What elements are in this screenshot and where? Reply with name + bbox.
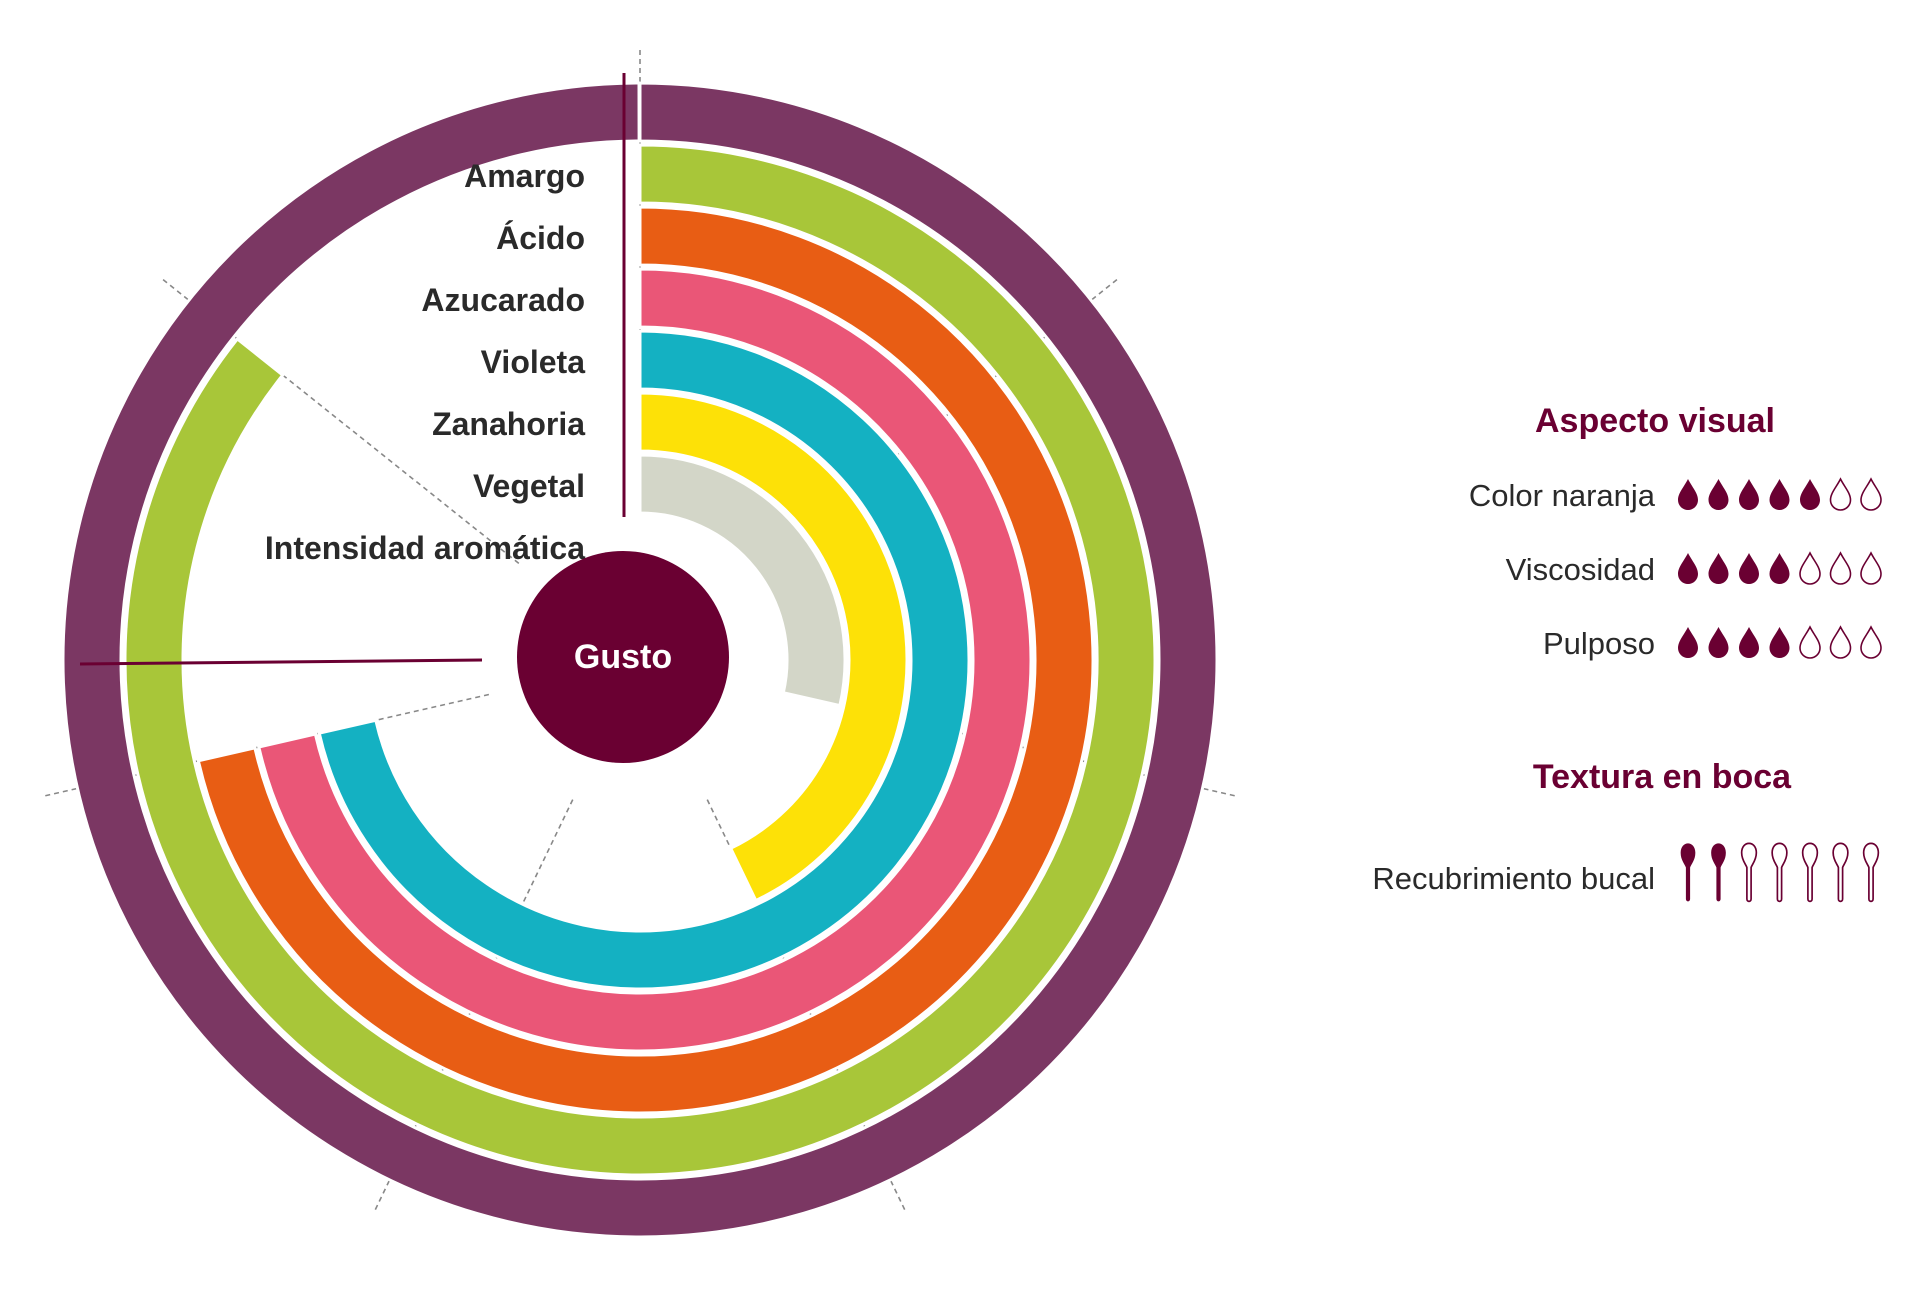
drop-icon-filled bbox=[1678, 553, 1698, 584]
label-amargo: Amargo bbox=[464, 158, 585, 194]
spoon-icon-filled bbox=[1680, 843, 1696, 902]
arc-amargo bbox=[638, 453, 847, 708]
drop-icon-empty bbox=[1799, 551, 1821, 585]
drop-icon-empty bbox=[1860, 477, 1882, 511]
spoon-icon-empty bbox=[1740, 842, 1758, 903]
drop-icon-filled bbox=[1739, 479, 1759, 510]
center-circle bbox=[517, 551, 729, 763]
drop-icon-filled bbox=[1708, 627, 1729, 658]
label-azucarado: Azucarado bbox=[421, 282, 585, 318]
label-violeta: Violeta bbox=[481, 344, 586, 380]
row-label: Color naranja bbox=[1469, 478, 1656, 513]
row-color-naranja: Color naranja bbox=[1469, 477, 1882, 513]
row-label: Pulposo bbox=[1543, 626, 1655, 661]
label-zanahoria: Zanahoria bbox=[432, 406, 585, 442]
aspecto-visual-rows: Color naranja Viscosidad Pulposo bbox=[1469, 477, 1882, 661]
row-viscosidad: Viscosidad bbox=[1506, 551, 1882, 587]
aspecto-visual-title: Aspecto visual bbox=[1535, 402, 1775, 440]
arc-azucarado bbox=[317, 329, 971, 991]
drop-icon-empty bbox=[1860, 625, 1882, 659]
drop-icon-empty bbox=[1799, 625, 1821, 659]
flavor-labels: Intensidad aromática Vegetal Zanahoria Viol… bbox=[265, 158, 585, 566]
arc-zanahoria bbox=[196, 205, 1095, 1115]
spoon-icon-empty bbox=[1862, 842, 1880, 903]
spoon-icon-empty bbox=[1832, 842, 1849, 903]
drop-icon-filled bbox=[1739, 553, 1759, 584]
label-vegetal: Vegetal bbox=[473, 468, 585, 504]
drop-icon-filled bbox=[1800, 479, 1820, 510]
textura-en-boca-title: Textura en boca bbox=[1533, 758, 1792, 796]
center-label: Gusto bbox=[574, 638, 672, 676]
spoon-icon-empty bbox=[1771, 842, 1788, 903]
flavor-arcs bbox=[61, 81, 1219, 1239]
row-pulposo: Pulposo bbox=[1543, 625, 1882, 661]
left-connector-line bbox=[79, 658, 483, 666]
row-recubrimiento-bucal: Recubrimiento bucal bbox=[1372, 842, 1880, 903]
drop-icon-filled bbox=[1708, 479, 1729, 510]
drop-icon-filled bbox=[1769, 553, 1790, 584]
drop-icon-empty bbox=[1829, 551, 1852, 585]
drop-icon-filled bbox=[1769, 479, 1790, 510]
row-label: Viscosidad bbox=[1506, 552, 1655, 587]
drop-icon-empty bbox=[1860, 551, 1882, 585]
label-intensidad-aromatica: Intensidad aromática bbox=[265, 530, 585, 566]
row-label: Recubrimiento bucal bbox=[1372, 861, 1655, 896]
arc-vegetal bbox=[123, 143, 1157, 1177]
arc-violeta bbox=[257, 267, 1033, 1053]
spoon-icon-empty bbox=[1801, 842, 1819, 903]
arc-acido bbox=[638, 391, 909, 903]
spoon-icon-filled bbox=[1711, 843, 1726, 902]
label-acido: Ácido bbox=[496, 220, 585, 256]
drop-icon-filled bbox=[1739, 627, 1759, 658]
drop-icon-filled bbox=[1678, 479, 1698, 510]
drop-icon-filled bbox=[1678, 627, 1698, 658]
drop-icon-empty bbox=[1829, 625, 1852, 659]
drop-icon-filled bbox=[1769, 627, 1790, 658]
drop-icon-empty bbox=[1829, 477, 1852, 511]
textura-en-boca-rows: Recubrimiento bucal bbox=[1372, 842, 1880, 903]
drop-icon-filled bbox=[1708, 553, 1729, 584]
arc-intensidad-aromatica bbox=[61, 81, 1219, 1239]
